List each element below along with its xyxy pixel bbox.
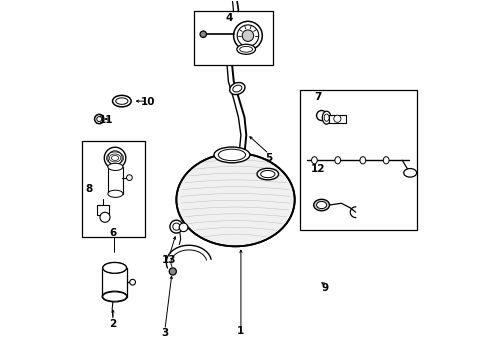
Text: 13: 13	[162, 255, 176, 265]
Ellipse shape	[108, 151, 122, 165]
Text: 3: 3	[161, 328, 168, 338]
Ellipse shape	[334, 157, 340, 164]
Ellipse shape	[108, 163, 122, 171]
Ellipse shape	[108, 190, 122, 197]
Ellipse shape	[97, 117, 102, 122]
Ellipse shape	[403, 168, 416, 177]
Bar	[300, 90, 416, 230]
Ellipse shape	[236, 44, 255, 54]
Ellipse shape	[242, 30, 253, 41]
Text: 1: 1	[237, 326, 244, 336]
Ellipse shape	[102, 291, 127, 302]
Ellipse shape	[116, 98, 128, 104]
Ellipse shape	[126, 175, 132, 180]
Ellipse shape	[324, 114, 328, 121]
Ellipse shape	[322, 111, 330, 124]
Ellipse shape	[260, 171, 274, 178]
Ellipse shape	[112, 95, 131, 107]
Ellipse shape	[218, 149, 245, 161]
Ellipse shape	[104, 147, 125, 169]
Text: 10: 10	[140, 97, 155, 107]
Ellipse shape	[214, 147, 249, 163]
Text: 9: 9	[321, 283, 328, 293]
Ellipse shape	[102, 292, 126, 301]
Ellipse shape	[232, 85, 242, 92]
Ellipse shape	[179, 223, 187, 231]
Bar	[102, 268, 127, 297]
Text: 11: 11	[99, 115, 113, 125]
Ellipse shape	[172, 223, 180, 230]
Ellipse shape	[313, 199, 329, 211]
Bar	[194, 12, 273, 65]
Text: 5: 5	[264, 153, 272, 163]
Ellipse shape	[311, 157, 317, 164]
Text: 6: 6	[109, 228, 116, 238]
Ellipse shape	[169, 268, 176, 275]
Ellipse shape	[257, 168, 278, 180]
Ellipse shape	[316, 111, 326, 121]
Ellipse shape	[102, 262, 126, 273]
Bar	[108, 167, 122, 194]
Ellipse shape	[333, 115, 340, 122]
Ellipse shape	[102, 262, 126, 273]
Text: 12: 12	[310, 163, 325, 174]
Ellipse shape	[237, 25, 258, 46]
Bar	[97, 205, 109, 215]
Text: 8: 8	[85, 184, 92, 194]
Bar	[328, 115, 346, 123]
Ellipse shape	[200, 31, 206, 37]
Text: 2: 2	[109, 319, 116, 329]
Text: 4: 4	[224, 13, 232, 23]
Ellipse shape	[229, 82, 244, 95]
Ellipse shape	[94, 114, 104, 124]
Ellipse shape	[129, 279, 135, 285]
Ellipse shape	[316, 202, 326, 208]
Ellipse shape	[100, 212, 110, 222]
Ellipse shape	[233, 21, 262, 50]
Ellipse shape	[176, 153, 294, 246]
Text: 7: 7	[314, 92, 322, 102]
Bar	[82, 140, 145, 237]
Ellipse shape	[383, 157, 388, 164]
Ellipse shape	[239, 46, 252, 52]
Ellipse shape	[169, 220, 183, 233]
Ellipse shape	[359, 157, 365, 164]
